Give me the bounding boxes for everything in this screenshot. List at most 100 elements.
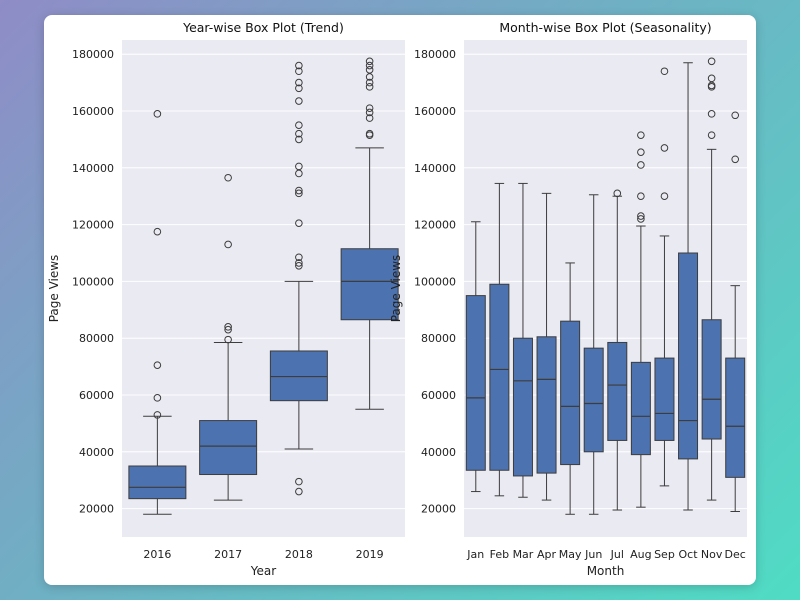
outlier-point [365, 83, 374, 91]
x-tick-label: Mar [513, 548, 534, 561]
box-mar [512, 182, 533, 498]
y-tick-label: 140000 [414, 162, 456, 175]
outlier-point [707, 131, 716, 139]
outlier-point [660, 67, 669, 76]
x-tick-label: 2018 [285, 548, 313, 561]
iqr-box [128, 465, 187, 500]
x-tick-label: Apr [537, 548, 557, 561]
outlier-point [153, 361, 162, 369]
month-y-ticks: 20000 40000 60000 80000 100000 120000 140000 16… [414, 48, 456, 515]
outlier-point [295, 67, 303, 76]
iqr-box [701, 319, 722, 440]
box-sep [654, 67, 675, 487]
month-box-plot: Month-wise Box Plot (Seasonality) Month … [389, 20, 747, 578]
y-tick-label: 40000 [79, 446, 114, 459]
y-tick-label: 160000 [414, 105, 456, 118]
outlier-point [153, 227, 162, 236]
x-tick-label: Dec [725, 548, 746, 561]
x-tick-label: 2017 [214, 548, 242, 561]
outlier-point [707, 74, 716, 83]
x-tick-label: Nov [701, 548, 723, 561]
iqr-box [678, 252, 699, 460]
iqr-box [269, 350, 328, 402]
outlier-point [613, 189, 622, 198]
outlier-point [295, 189, 303, 198]
iqr-box [607, 341, 628, 441]
outlier-point [295, 84, 303, 93]
x-tick-label: 2019 [356, 548, 384, 561]
outlier-point [707, 110, 716, 118]
outlier-point [153, 411, 162, 419]
iqr-box [340, 248, 399, 321]
year-plot-title: Year-wise Box Plot (Trend) [182, 20, 344, 35]
x-tick-label: Feb [490, 548, 509, 561]
y-tick-label: 20000 [421, 503, 456, 516]
box-nov [701, 57, 722, 501]
year-y-axis-label: Page Views [47, 255, 61, 323]
x-tick-label: 2016 [143, 548, 171, 561]
outlier-point [731, 111, 740, 120]
y-tick-label: 120000 [72, 219, 114, 232]
outlier-point [295, 129, 303, 138]
outlier-point [295, 487, 303, 496]
outlier-point [295, 78, 303, 87]
iqr-box [560, 320, 581, 466]
month-plot-area [464, 40, 747, 537]
y-tick-label: 60000 [79, 389, 114, 402]
box-2019 [340, 57, 399, 410]
y-tick-label: 180000 [72, 48, 114, 61]
box-oct [678, 62, 699, 511]
box-jul [607, 189, 628, 511]
month-y-axis-label: Page Views [389, 255, 403, 323]
outlier-point [365, 129, 374, 138]
iqr-box [583, 347, 604, 453]
outlier-point [637, 215, 645, 223]
y-tick-label: 80000 [79, 332, 114, 345]
figure-card: Year-wise Box Plot (Trend) Year Page Vie… [44, 15, 756, 585]
y-tick-label: 40000 [421, 446, 456, 459]
outlier-point [637, 212, 645, 220]
outlier-point [365, 108, 374, 117]
figure: Year-wise Box Plot (Trend) Year Page Vie… [47, 20, 747, 578]
y-tick-label: 100000 [414, 275, 456, 288]
x-tick-label: Jul [610, 548, 624, 561]
outlier-point [295, 261, 303, 270]
x-tick-label: Jun [584, 548, 602, 561]
outlier-point [295, 121, 303, 129]
outlier-point [153, 110, 162, 118]
box-aug [630, 131, 651, 508]
box-2018 [269, 61, 328, 496]
outlier-point [660, 144, 669, 152]
outlier-point [224, 323, 232, 331]
box-2016 [128, 110, 187, 515]
box-jun [583, 194, 604, 515]
outlier-point [224, 173, 232, 182]
outlier-point [153, 394, 162, 402]
outlier-point [295, 61, 303, 70]
year-y-ticks: 20000 40000 60000 80000 100000 120000 140000 16… [72, 48, 114, 515]
outlier-point [637, 148, 645, 156]
iqr-box [199, 420, 258, 476]
y-tick-label: 20000 [79, 503, 114, 516]
outlier-point [295, 135, 303, 144]
outlier-point [224, 335, 232, 344]
iqr-box [536, 336, 557, 474]
outlier-point [637, 192, 645, 200]
y-tick-label: 80000 [421, 332, 456, 345]
month-plot-title: Month-wise Box Plot (Seasonality) [499, 20, 711, 35]
iqr-box [630, 361, 651, 456]
year-x-ticks: 2016 2017 2018 2019 [143, 548, 383, 561]
box-may [560, 262, 581, 515]
outlier-point [637, 131, 645, 139]
month-x-axis-label: Month [587, 564, 625, 578]
box-apr [536, 192, 557, 501]
outlier-point [295, 259, 303, 267]
y-tick-label: 160000 [72, 105, 114, 118]
outlier-point [295, 162, 303, 171]
outlier-point [365, 114, 374, 122]
year-gridlines [122, 53, 405, 510]
x-tick-label: Jan [466, 548, 484, 561]
y-tick-label: 140000 [72, 162, 114, 175]
outlier-point [637, 161, 645, 169]
outlier-point [295, 253, 303, 262]
